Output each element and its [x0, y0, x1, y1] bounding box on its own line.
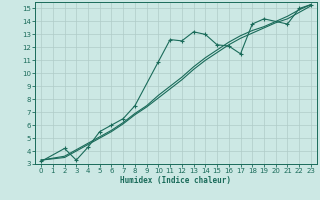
X-axis label: Humidex (Indice chaleur): Humidex (Indice chaleur) [121, 176, 231, 185]
